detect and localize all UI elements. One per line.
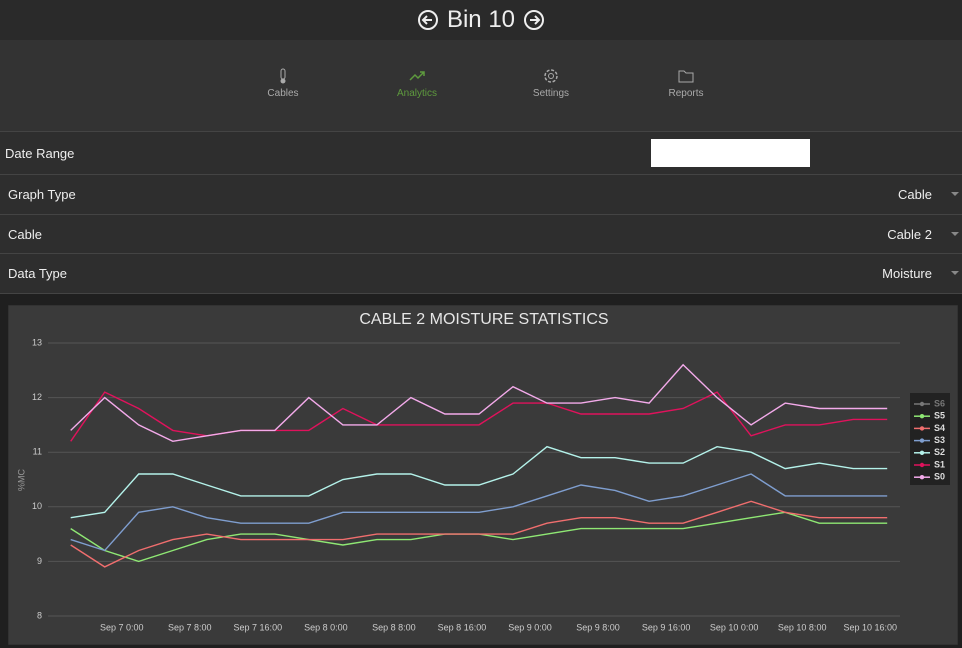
nav-tab[interactable]: Reports (636, 68, 736, 99)
y-axis-label: %MC (16, 469, 26, 491)
x-tick-label: Sep 7 8:00 (168, 622, 212, 632)
x-tick-label: Sep 8 8:00 (372, 622, 416, 632)
legend-marker (919, 475, 925, 480)
series-line (70, 363, 888, 443)
y-tick-label: 8 (37, 610, 42, 620)
y-tick-label: 11 (33, 447, 42, 457)
legend-marker (919, 450, 925, 455)
y-tick-label: 13 (32, 337, 42, 347)
chart-bg (8, 305, 958, 645)
x-tick-label: Sep 8 0:00 (304, 622, 348, 632)
form-row: Date Range (0, 131, 962, 174)
prev-button[interactable] (417, 9, 439, 31)
tab-label: Settings (532, 88, 570, 99)
legend-box (910, 393, 950, 485)
chart: CABLE 2 MOISTURE STATISTICS %MC 8 9 10 11 12… (8, 305, 958, 645)
y-tick-label: 12 (32, 392, 42, 402)
row-label: Cable (8, 227, 42, 242)
y-tick-label: 9 (37, 556, 42, 566)
legend-marker (919, 401, 925, 407)
form-row[interactable]: Cable Cable 2 (0, 214, 962, 254)
nav-tab[interactable]: Cables (233, 68, 333, 99)
tab-label: Cables (267, 88, 299, 99)
x-tick-label: Sep 9 16:00 (642, 622, 691, 632)
form-row[interactable]: Graph Type Cable (0, 174, 962, 214)
row-label: Graph Type (8, 187, 76, 202)
chart-title: CABLE 2 MOISTURE STATISTICS (359, 311, 608, 328)
tab-label: Reports (668, 88, 704, 99)
nav-tab[interactable]: Settings (501, 68, 601, 99)
x-tick-label: Sep 9 8:00 (576, 622, 620, 632)
legend-label: S3 (934, 435, 945, 445)
legend-marker (919, 414, 925, 419)
nav-tab[interactable]: Analytics (367, 68, 467, 99)
nav-bar: Cables Analytics Settings Reports (0, 40, 962, 131)
row-value: Cable 2 (887, 227, 932, 242)
legend-label: S0 (934, 472, 945, 482)
legend-marker (919, 426, 925, 431)
series-line (70, 445, 888, 519)
legend-marker (919, 462, 925, 468)
legend-marker (919, 438, 925, 443)
tab-label: Analytics (396, 88, 437, 99)
x-tick-label: Sep 10 8:00 (778, 622, 827, 632)
x-tick-label: Sep 10 16:00 (843, 622, 897, 632)
x-tick-label: Sep 8 16:00 (438, 622, 487, 632)
row-label: Data Type (8, 266, 68, 281)
date-input[interactable] (651, 139, 810, 167)
series-line (70, 473, 888, 552)
row-value: Moisture (882, 266, 932, 281)
legend-label: S1 (934, 459, 945, 469)
legend-label: S6 (934, 398, 945, 408)
bin-title: Bin 10 (446, 6, 516, 33)
x-tick-label: Sep 10 0:00 (710, 622, 759, 632)
legend-label: S2 (934, 447, 945, 457)
y-tick-label: 10 (32, 501, 42, 511)
x-tick-label: Sep 9 0:00 (508, 622, 552, 632)
x-tick-label: Sep 7 16:00 (234, 622, 283, 632)
x-tick-label: Sep 7 0:00 (100, 622, 144, 632)
row-value: Cable (898, 187, 932, 202)
form-row[interactable]: Data Type Moisture (0, 253, 962, 294)
series-line (70, 500, 888, 568)
next-button[interactable] (523, 9, 545, 31)
row-label: Date Range (5, 146, 75, 161)
legend-label: S5 (934, 411, 945, 421)
legend-label: S4 (934, 423, 945, 433)
header: Bin 10 (0, 0, 962, 40)
